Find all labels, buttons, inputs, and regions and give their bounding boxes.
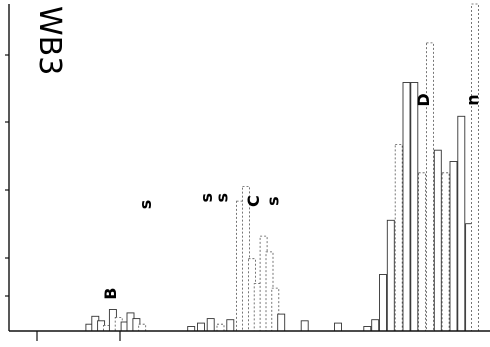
annotation-s-5: s <box>263 196 282 206</box>
bar-22 <box>277 313 286 332</box>
annotation-D-6: D <box>414 93 433 106</box>
bar-37 <box>457 115 466 332</box>
bar-13 <box>216 323 225 332</box>
axes <box>8 4 490 332</box>
bar-23 <box>300 320 309 332</box>
bar-26 <box>371 319 380 332</box>
chart-title: WB3 <box>32 6 67 75</box>
bar-31 <box>410 82 419 332</box>
bar-32 <box>418 172 427 332</box>
bar-34 <box>433 149 442 332</box>
annotation-n-7: n <box>463 94 482 105</box>
bar-28 <box>386 219 395 332</box>
bar-11 <box>197 322 205 332</box>
axis-ticks <box>5 54 121 341</box>
bar-9 <box>138 323 147 332</box>
annotation-C-4: C <box>244 195 263 207</box>
bar-12 <box>206 318 215 332</box>
plot-area <box>85 3 479 332</box>
annotation-s-1: s <box>136 200 155 210</box>
bar-33 <box>426 42 434 332</box>
bar-29 <box>394 144 403 332</box>
bar-36 <box>449 161 458 332</box>
bar-39 <box>471 3 479 332</box>
annotation-B-0: B <box>101 288 120 300</box>
bar-17 <box>247 258 256 332</box>
bar-14 <box>226 319 235 332</box>
bar-16 <box>242 185 250 332</box>
annotation-s-2: s <box>197 193 216 203</box>
bar-30 <box>402 82 411 332</box>
bar-35 <box>441 172 450 332</box>
bar-27 <box>379 274 387 332</box>
annotation-s-3: s <box>213 193 232 203</box>
bar-24 <box>334 322 342 332</box>
